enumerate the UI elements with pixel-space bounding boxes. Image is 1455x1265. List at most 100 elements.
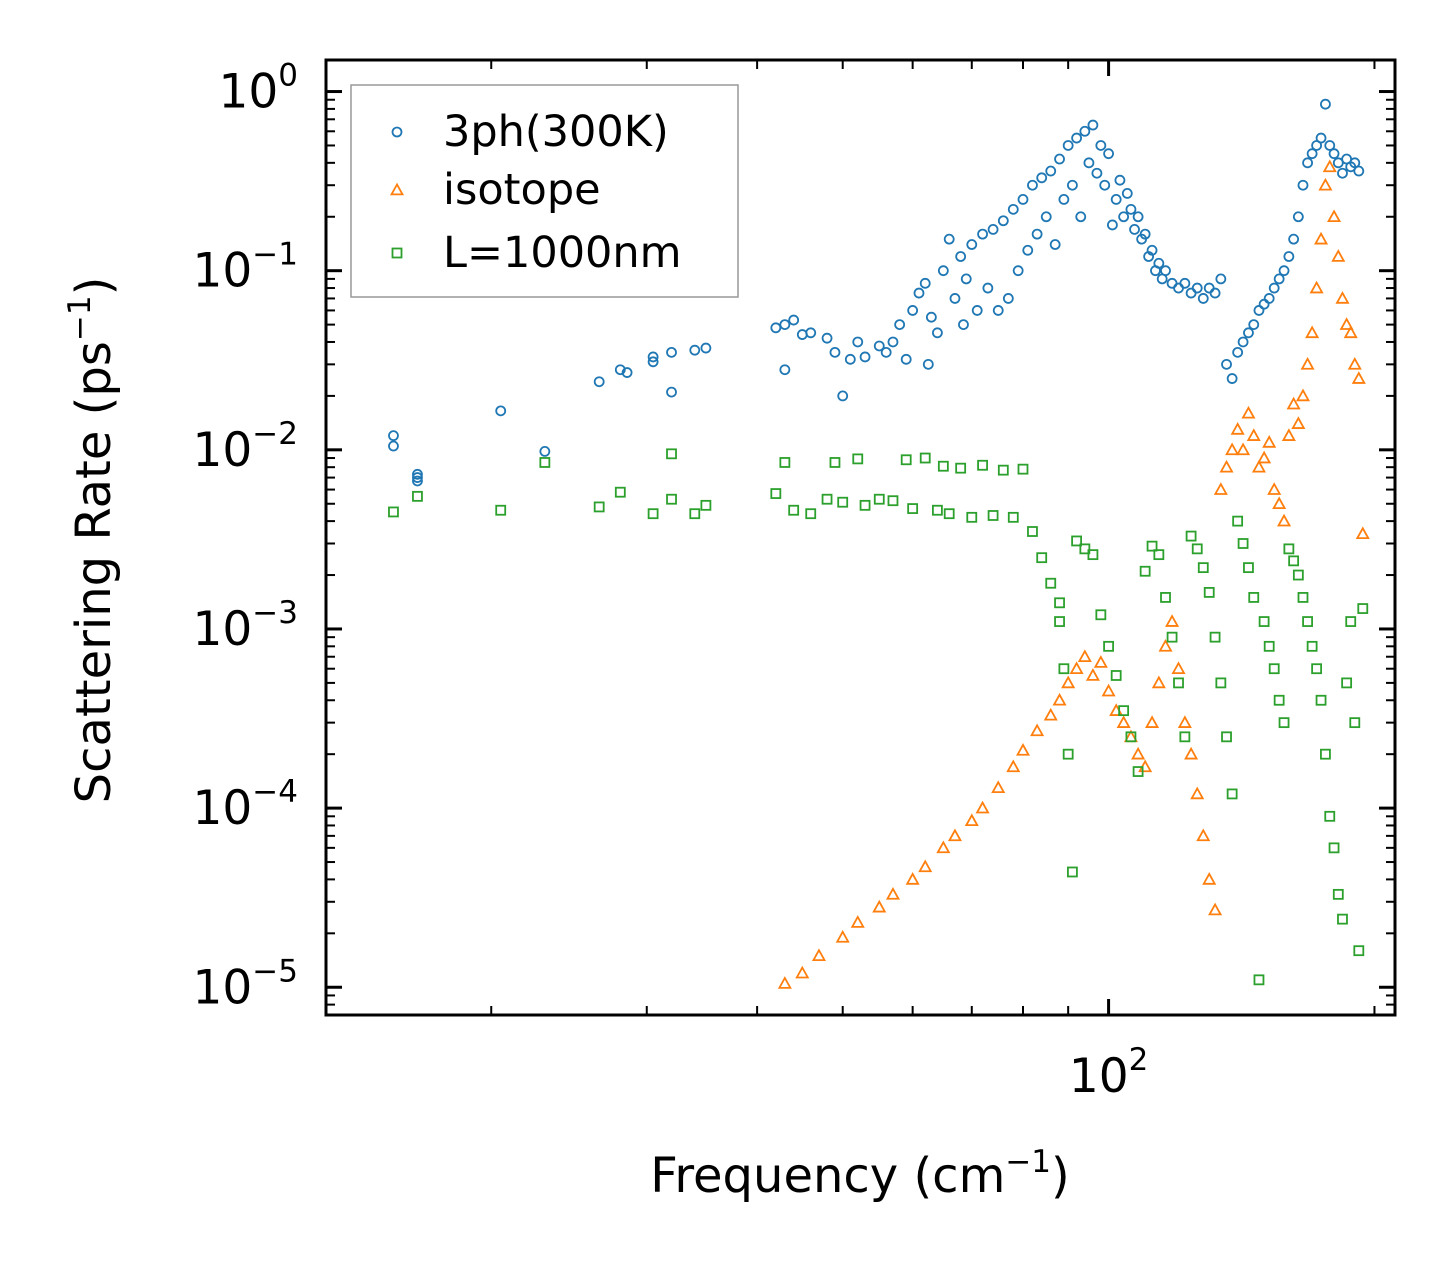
data-point <box>1297 179 1309 191</box>
data-point <box>700 499 712 511</box>
data-point <box>1257 450 1272 464</box>
data-point <box>975 800 990 814</box>
data-point <box>1347 357 1362 370</box>
data-point <box>1268 663 1280 675</box>
data-point <box>1332 888 1344 900</box>
data-point <box>1146 540 1158 552</box>
data-point <box>1091 167 1103 179</box>
data-point <box>887 495 899 507</box>
data-point <box>1253 305 1265 316</box>
data-point <box>1349 717 1361 729</box>
data-point <box>1324 810 1336 822</box>
y-tick-label-base: 10 <box>192 244 252 299</box>
data-point <box>1339 317 1354 330</box>
data-point <box>1027 179 1038 191</box>
data-point <box>1292 569 1304 581</box>
data-point <box>1054 597 1065 609</box>
legend-markers <box>389 126 405 259</box>
data-point <box>1251 459 1266 473</box>
data-point <box>987 224 999 235</box>
data-point <box>1324 140 1336 151</box>
data-point <box>1165 614 1180 627</box>
data-point <box>1139 565 1151 577</box>
data-point <box>1267 482 1282 495</box>
data-point <box>1083 157 1095 169</box>
data-point <box>1002 293 1014 304</box>
data-point <box>1153 549 1165 561</box>
data-point <box>700 342 712 354</box>
data-point <box>977 459 988 471</box>
data-point <box>1185 530 1197 542</box>
data-point <box>1179 731 1191 743</box>
data-point <box>1197 293 1209 304</box>
data-point <box>1345 616 1357 627</box>
data-point <box>1232 515 1244 527</box>
data-point <box>859 499 871 511</box>
data-point <box>1331 249 1346 262</box>
data-point <box>1253 974 1265 986</box>
data-point <box>1288 233 1300 245</box>
data-point <box>1153 257 1165 269</box>
data-point <box>1125 203 1137 215</box>
data-point <box>1017 463 1029 475</box>
data-point <box>977 228 988 240</box>
data-point <box>1221 358 1232 370</box>
data-point <box>1283 251 1295 262</box>
data-point <box>1166 631 1178 643</box>
data-point <box>947 828 963 842</box>
data-point <box>887 336 899 348</box>
data-point <box>1226 373 1238 384</box>
data-point <box>1118 705 1130 717</box>
y-tick-label-base: 10 <box>192 781 252 836</box>
data-point <box>412 490 423 502</box>
data-point <box>1121 188 1133 199</box>
data-point <box>1335 291 1350 304</box>
data-point <box>388 506 399 518</box>
data-point <box>1215 677 1227 689</box>
data-point <box>1237 336 1249 348</box>
y-axis-label-end: ) <box>66 277 122 296</box>
data-point <box>1320 98 1331 110</box>
data-point <box>1061 675 1076 689</box>
data-point <box>1103 640 1114 652</box>
data-point <box>1114 174 1126 186</box>
data-point <box>1355 526 1370 540</box>
data-point <box>1278 265 1290 277</box>
data-point <box>1230 422 1245 435</box>
data-point <box>1031 228 1043 240</box>
data-point <box>1318 177 1333 191</box>
y-tick-label-exp: −4 <box>252 774 298 810</box>
data-point <box>1095 140 1107 151</box>
data-point <box>593 501 605 513</box>
data-point <box>666 493 677 505</box>
data-point <box>1062 748 1074 760</box>
legend-label-boundary: L=1000nm <box>443 228 682 278</box>
data-point <box>689 344 701 356</box>
x-tick-label-base: 10 <box>1069 1049 1129 1104</box>
y-tick-label-exp: −1 <box>252 237 298 273</box>
data-point <box>1077 649 1092 663</box>
legend-label-3ph: 3ph(300K) <box>443 107 669 157</box>
data-point <box>1190 786 1205 800</box>
data-point <box>1262 435 1277 448</box>
data-point <box>777 976 792 989</box>
data-point <box>907 503 919 514</box>
data-point <box>788 504 800 516</box>
y-axis-label-main: Scattering Rate (ps <box>66 341 122 803</box>
data-point <box>1268 282 1280 294</box>
data-point <box>1328 842 1340 854</box>
data-point <box>1315 694 1327 706</box>
data-point <box>894 319 906 331</box>
data-point <box>1087 549 1099 561</box>
data-point <box>1283 543 1295 555</box>
data-point <box>1243 327 1254 339</box>
data-point <box>971 305 983 316</box>
y-tick-label-exp: −2 <box>252 416 298 452</box>
y-tick-label-base: 10 <box>192 960 252 1015</box>
data-point <box>1132 211 1144 223</box>
data-point <box>987 510 999 521</box>
y-tick-label: 10−2 <box>192 416 298 478</box>
series-square-points <box>388 448 1369 986</box>
data-point <box>1353 945 1365 957</box>
data-point <box>1071 535 1083 547</box>
